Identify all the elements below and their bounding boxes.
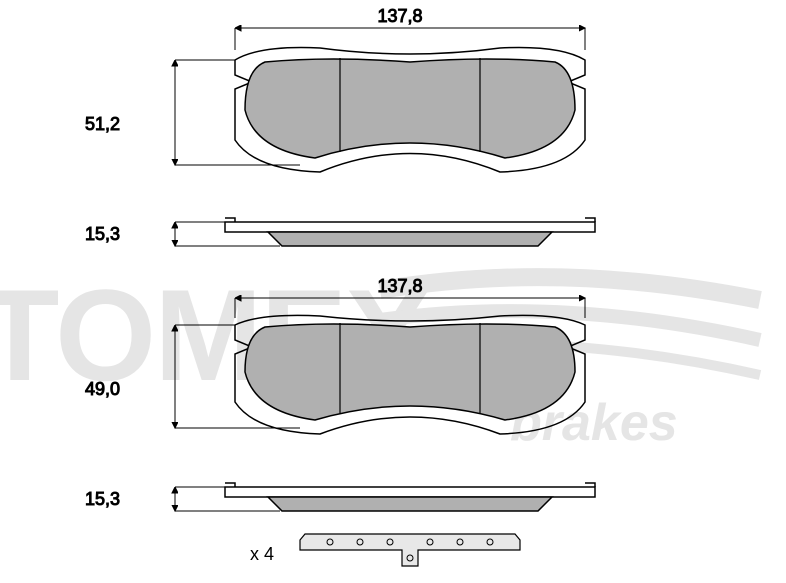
dim-label-w2: 137,8 bbox=[377, 276, 422, 296]
pad2-side-plate bbox=[225, 487, 595, 497]
pad1-side-friction bbox=[268, 232, 552, 246]
wing-stroke bbox=[380, 277, 760, 300]
technical-drawing: TOMEX brakes bbox=[0, 0, 786, 583]
dim-label-t1: 15,3 bbox=[85, 224, 120, 244]
dim-label-h2: 49,0 bbox=[85, 379, 120, 399]
pad1-side bbox=[225, 218, 595, 246]
dim-label-h1: 51,2 bbox=[85, 114, 120, 134]
clip-qty-label: x 4 bbox=[250, 544, 274, 564]
pad2-side-friction bbox=[268, 497, 552, 511]
pad1-face bbox=[235, 48, 585, 173]
pad1-side-plate bbox=[225, 222, 595, 232]
dim-label-w1: 137,8 bbox=[377, 6, 422, 26]
clip-accessory: x 4 bbox=[250, 534, 520, 566]
pad2-friction bbox=[245, 324, 575, 420]
pad1-friction bbox=[245, 59, 575, 158]
pad2-side bbox=[225, 483, 595, 511]
dim-label-t2: 15,3 bbox=[85, 489, 120, 509]
